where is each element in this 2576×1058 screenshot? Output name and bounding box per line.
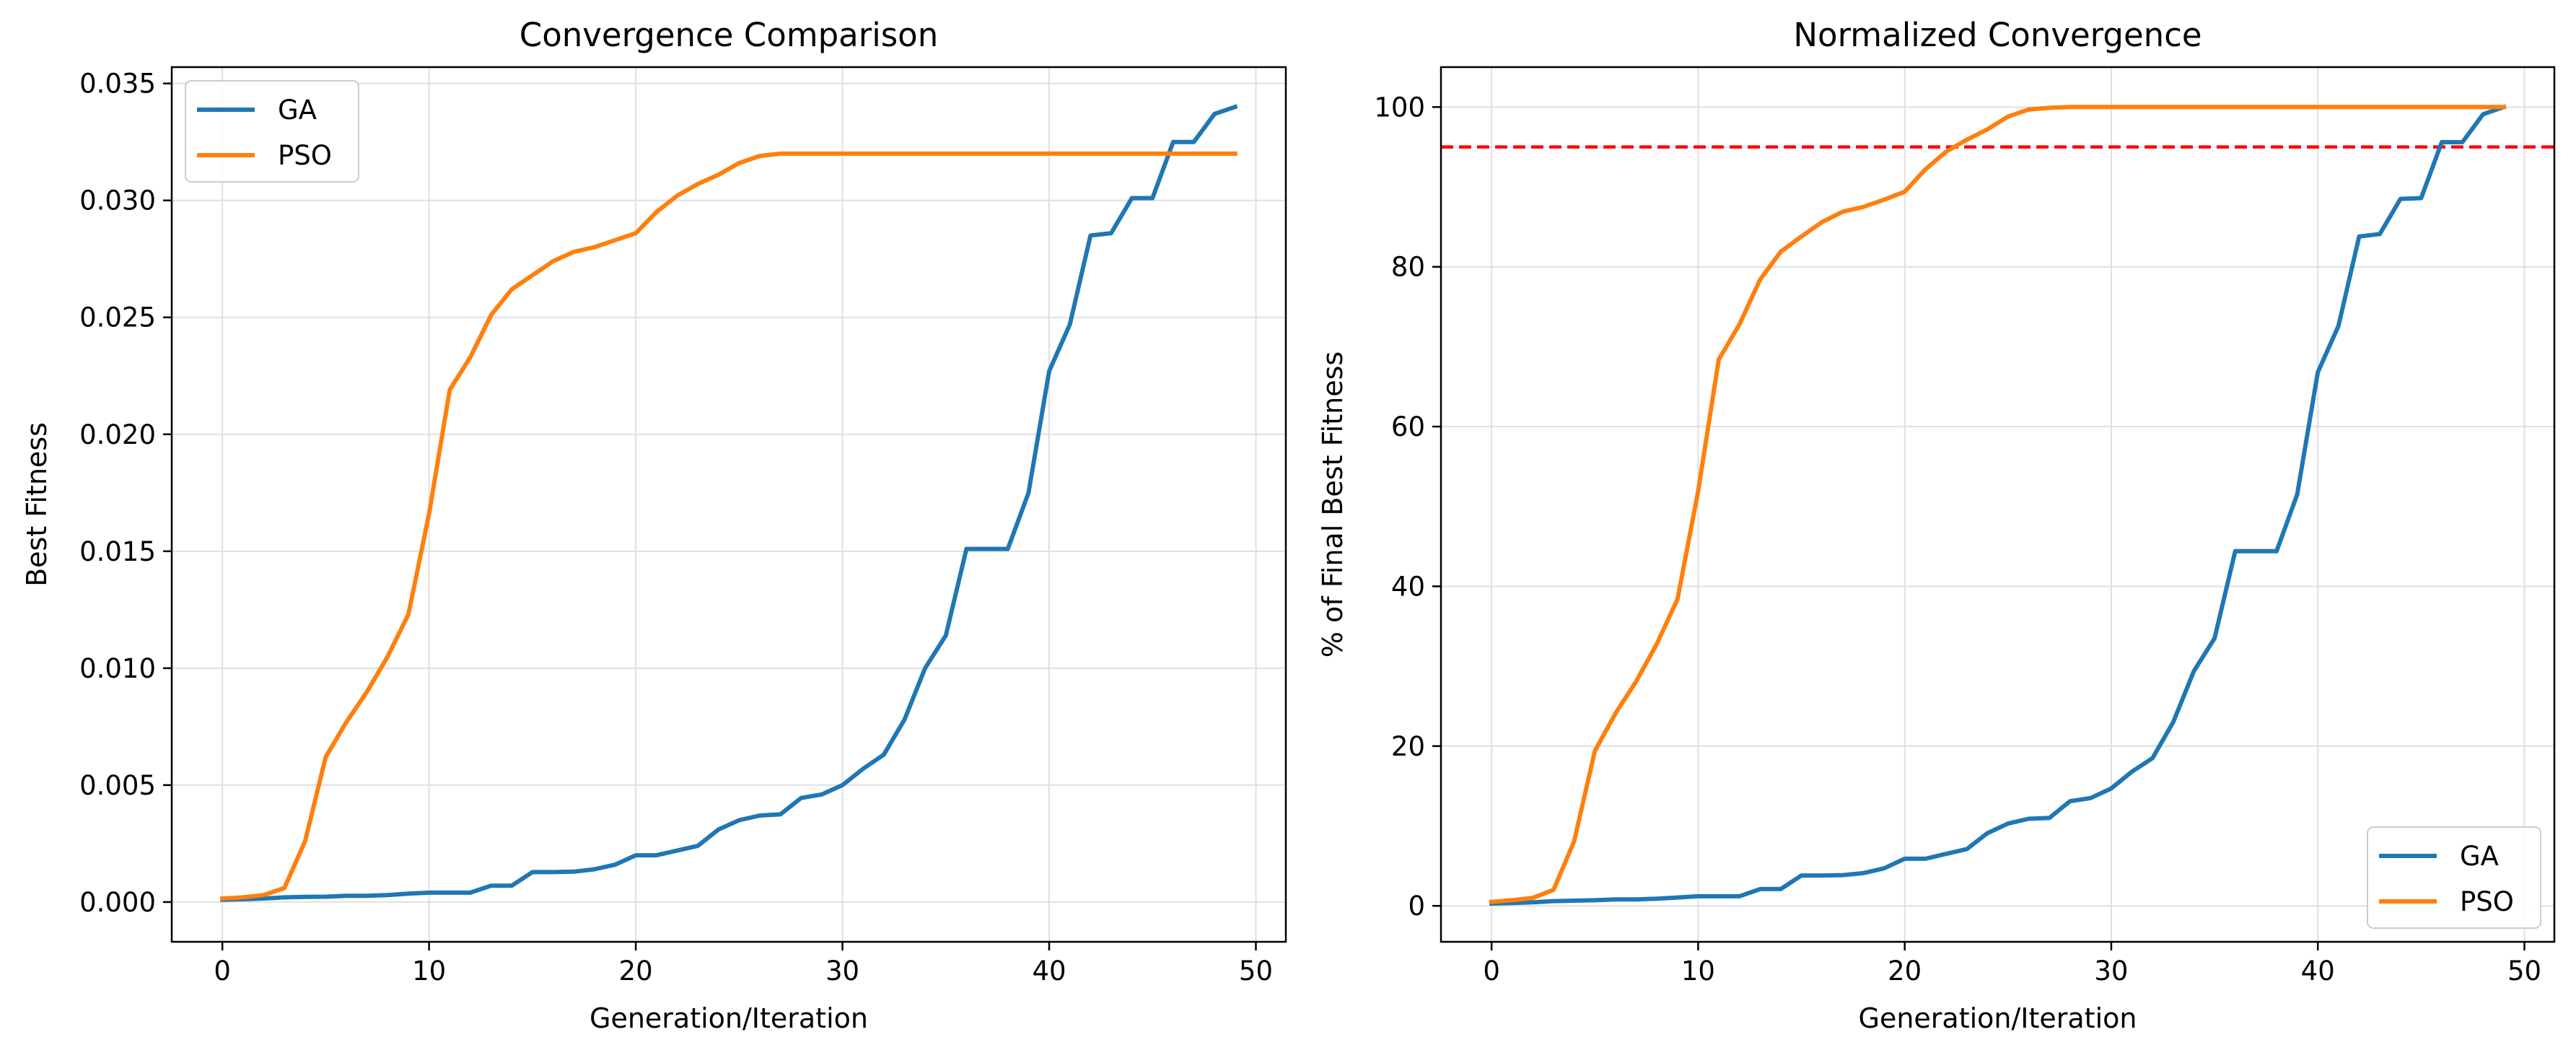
y-tick-label: 0.000: [79, 887, 156, 918]
plot-frame: [1440, 66, 2556, 943]
x-tick-label: 30: [2094, 956, 2128, 987]
chart-title: Convergence Comparison: [520, 16, 938, 54]
x-tick-label: 50: [1239, 956, 1273, 987]
x-tick-label: 10: [1681, 956, 1715, 987]
y-axis-label: % of Final Best Fitness: [1317, 351, 1349, 657]
y-tick-label: 60: [1391, 411, 1425, 442]
y-tick-label: 40: [1391, 571, 1425, 602]
x-tick-label: 0: [214, 956, 231, 987]
chart-normalized-convergence: 0 10 20 30 40 50 0 20 40 60 80 100 Normalized Conver…: [1317, 16, 2556, 1034]
legend-label-pso: PSO: [2460, 886, 2514, 917]
y-tick-label: 0.015: [79, 536, 156, 567]
y-tick-label: 0.010: [79, 653, 156, 684]
x-axis-label: Generation/Iteration: [590, 1002, 868, 1034]
series-line-pso: [220, 151, 1237, 901]
x-tick-label: 40: [2301, 956, 2335, 987]
y-tick-label: 0.005: [79, 770, 156, 801]
legend-label-ga: GA: [278, 95, 317, 126]
legend-label-ga: GA: [2460, 841, 2499, 872]
x-tick-label: 20: [619, 956, 653, 987]
x-tick-label: 10: [412, 956, 446, 987]
x-tick-label: 50: [2507, 956, 2541, 987]
y-tick-label: 0: [1408, 891, 1425, 922]
y-tick-label: 0.025: [79, 302, 156, 333]
chart-convergence-comparison: 0 10 20 30 40 50 0.000 0.005 0.010 0.015 0.020 0.02…: [21, 16, 1287, 1034]
x-tick-label: 0: [1483, 956, 1500, 987]
x-tick-label: 40: [1032, 956, 1066, 987]
y-axis-label: Best Fitness: [21, 422, 53, 587]
series-line-ga: [220, 104, 1238, 902]
y-tick-label: 100: [1374, 92, 1425, 123]
legend-label-pso: PSO: [278, 140, 332, 171]
y-tick-label: 0.030: [79, 185, 156, 217]
legend-box: [185, 80, 359, 183]
plot-frame: [170, 66, 1287, 943]
y-tick-label: 0.020: [79, 419, 156, 450]
legend: GA PSO: [185, 80, 359, 183]
legend-box: [2367, 826, 2541, 929]
series-line-ga: [1489, 104, 2507, 906]
chart-title: Normalized Convergence: [1793, 16, 2202, 54]
x-axis-label: Generation/Iteration: [1859, 1002, 2137, 1034]
legend: GA PSO: [2367, 826, 2541, 929]
y-tick-label: 80: [1391, 252, 1425, 283]
x-tick-label: 20: [1888, 956, 1922, 987]
y-tick-label: 0.035: [79, 69, 156, 100]
series-line-pso: [1489, 105, 2506, 904]
x-tick-label: 30: [825, 956, 859, 987]
y-tick-label: 20: [1391, 731, 1425, 762]
